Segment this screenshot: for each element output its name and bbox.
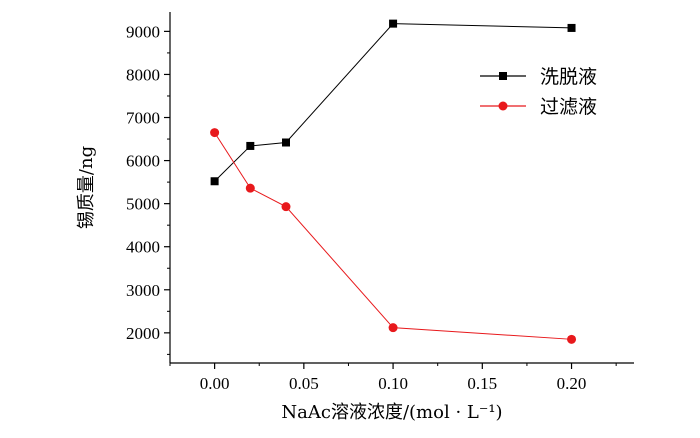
legend-marker: [498, 101, 508, 111]
data-point: [210, 128, 220, 138]
legend-label: 洗脱液: [540, 66, 597, 88]
legend-label: 过滤液: [540, 96, 597, 118]
data-point: [281, 202, 291, 212]
data-point: [245, 183, 255, 193]
x-tick-label: 0.00: [200, 374, 230, 393]
y-axis-title: 锡质量/ng: [76, 146, 97, 229]
y-tick-label: 8000: [126, 65, 160, 84]
x-tick-label: 0.05: [289, 374, 319, 393]
series-line: [214, 132, 572, 340]
data-point: [389, 19, 398, 28]
data-point: [246, 141, 255, 150]
legend-marker: [499, 72, 507, 80]
data-point: [210, 177, 219, 186]
y-tick-label: 4000: [126, 238, 160, 257]
legend-item-1: 洗脱液: [480, 66, 597, 88]
data-point: [282, 138, 290, 147]
series-2: [210, 128, 577, 344]
x-tick-label: 0.15: [467, 374, 497, 393]
y-tick-label: 5000: [126, 195, 160, 214]
series-layer: [210, 19, 577, 344]
y-tick-label: 7000: [126, 109, 160, 128]
series-1: [210, 19, 576, 186]
x-axis-title: NaAc溶液浓度/(mol · L⁻¹): [281, 402, 502, 423]
series-line: [214, 23, 572, 182]
x-tick-label: 0.20: [557, 374, 587, 393]
legend-item-2: 过滤液: [480, 96, 597, 118]
data-point: [388, 323, 398, 333]
y-tick-label: 6000: [126, 152, 160, 171]
y-tick-label: 2000: [126, 324, 160, 343]
data-point: [567, 23, 576, 32]
y-tick-label: 9000: [126, 22, 160, 41]
data-point: [567, 334, 577, 344]
axes: 2000 3000 4000 5000 6000 7000 8000 9000 0.00 0.05…: [126, 12, 634, 393]
y-tick-label: 3000: [126, 281, 160, 300]
x-tick-label: 0.10: [378, 374, 408, 393]
